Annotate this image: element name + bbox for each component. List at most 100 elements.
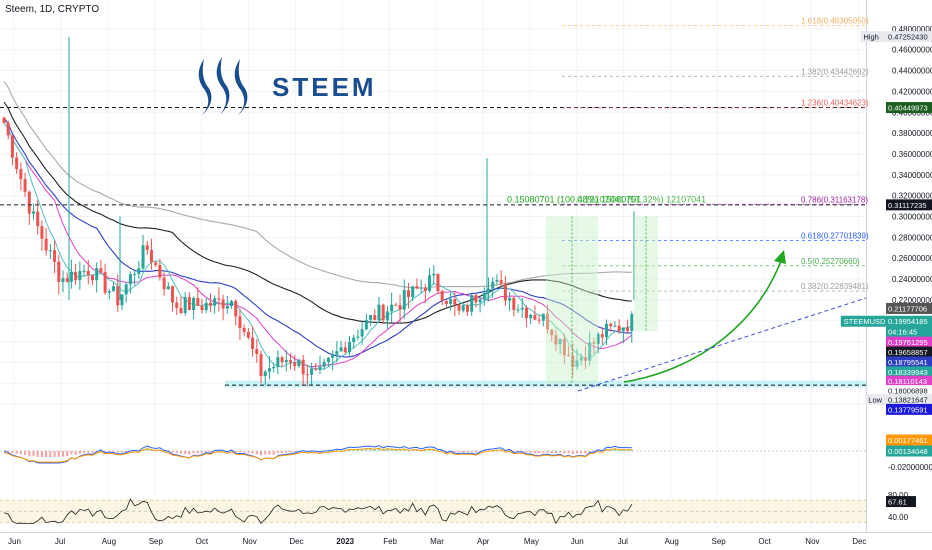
candle-body [465,305,469,312]
forecast-arrow [623,257,783,383]
candle-body [86,270,90,276]
macd-bar [340,450,343,451]
macd-bar [550,451,553,454]
candle-body [128,274,132,285]
macd-bar [453,451,456,453]
macd-bar [179,451,182,454]
macd-bar [19,451,22,455]
fib-label: 0.618(0.27701839) [801,231,869,240]
macd-bar [78,451,81,454]
candle-body [415,286,419,289]
macd-bar [576,451,579,454]
macd-bar [87,451,90,453]
fib-label: 0.786(0.31163178) [801,195,868,204]
steem-logo-icon [198,57,248,115]
macd-bar [613,448,616,451]
macd-bar [83,451,86,453]
candle-body [297,359,301,367]
candle-body [276,357,280,367]
price-tag-box [886,385,932,397]
macd-bar [260,451,263,456]
candle-body [440,291,444,301]
candle-body [331,354,335,358]
candle-body [482,293,486,300]
candle-body [65,278,69,282]
candle-body [263,371,267,377]
price-tag-box [886,102,932,114]
candle-body [554,335,558,345]
macd-bar [112,451,115,452]
candle-body [516,309,520,311]
price-tick-label: 0.28000000 [892,233,932,242]
candle-body [53,250,57,262]
logo-text: STEEM [272,72,377,102]
candle-body [31,211,35,214]
horizontal-levels [0,107,866,386]
macd-bar [255,451,258,455]
candle-body [179,307,183,314]
macd-bar [7,451,10,452]
candle-body [592,342,596,344]
price-tag-box [886,315,932,327]
candle-body [474,295,478,303]
macd-bar [529,451,532,453]
macd-bar [251,451,254,454]
signal-line [3,447,632,463]
macd-bar [542,451,545,453]
macd-bar [403,448,406,451]
price-tag-value: 0.13821647 [888,395,928,404]
candle-body [364,319,368,330]
price-tick-label: 0.24000000 [892,275,932,284]
macd-bar [580,451,583,454]
candle-body [305,374,309,376]
macd-bar [348,449,351,451]
macd-bar [243,451,246,453]
macd-bar [74,451,77,455]
candle-body [428,275,432,291]
rsi-value-box [886,496,916,508]
macd-bar [171,451,174,453]
candle-body [238,316,242,328]
macd-value-box [886,434,932,446]
candle-body [356,336,360,338]
macd-bar [487,450,490,451]
macd-bar [584,451,587,454]
candle-body [453,298,457,305]
candle-body [583,357,587,361]
candle-body [57,261,61,282]
time-tick-label: Oct [758,537,771,546]
macd-bar [234,451,237,453]
macd-bar [247,451,250,454]
price-tags: High 0.47252430 0.40449973 0.31117235 0.2117… [840,31,932,508]
macd-bar [335,450,338,451]
candle-body [145,245,149,250]
macd-bar [525,451,528,453]
price-tag-box [886,31,932,43]
time-axis[interactable]: Jun Jul Aug Sep Oct Nov Dec 2023 Feb Mar Apr May Jun… [8,537,866,546]
ma-line-black [3,101,632,324]
rsi-value: 67.61 [888,498,907,507]
candle-body [335,351,339,355]
candle-body [478,299,482,303]
candle-body [289,360,293,363]
moving-averages [3,80,633,370]
price-tag-box [886,356,932,368]
price-tag-label-box [865,393,886,405]
price-tag-box [886,302,932,314]
macd-bar [125,451,128,452]
macd-bar [108,451,111,452]
price-tag-label: High [863,33,878,42]
price-tag-label-box [860,31,886,43]
time-tick-label: Jun [571,537,584,546]
macd-bar [462,451,465,453]
macd-bar [238,451,241,453]
macd-bar [61,451,64,457]
macd-bar [99,450,102,451]
candle-body [61,278,65,282]
candle-body [512,297,516,311]
measure-label: 0.15080701 (100.48%) 15080701 [507,195,641,205]
price-tag-value: 0.19761295 [888,338,928,347]
price-tag-value: 0.21177706 [888,304,927,313]
macd-bar [293,451,296,452]
